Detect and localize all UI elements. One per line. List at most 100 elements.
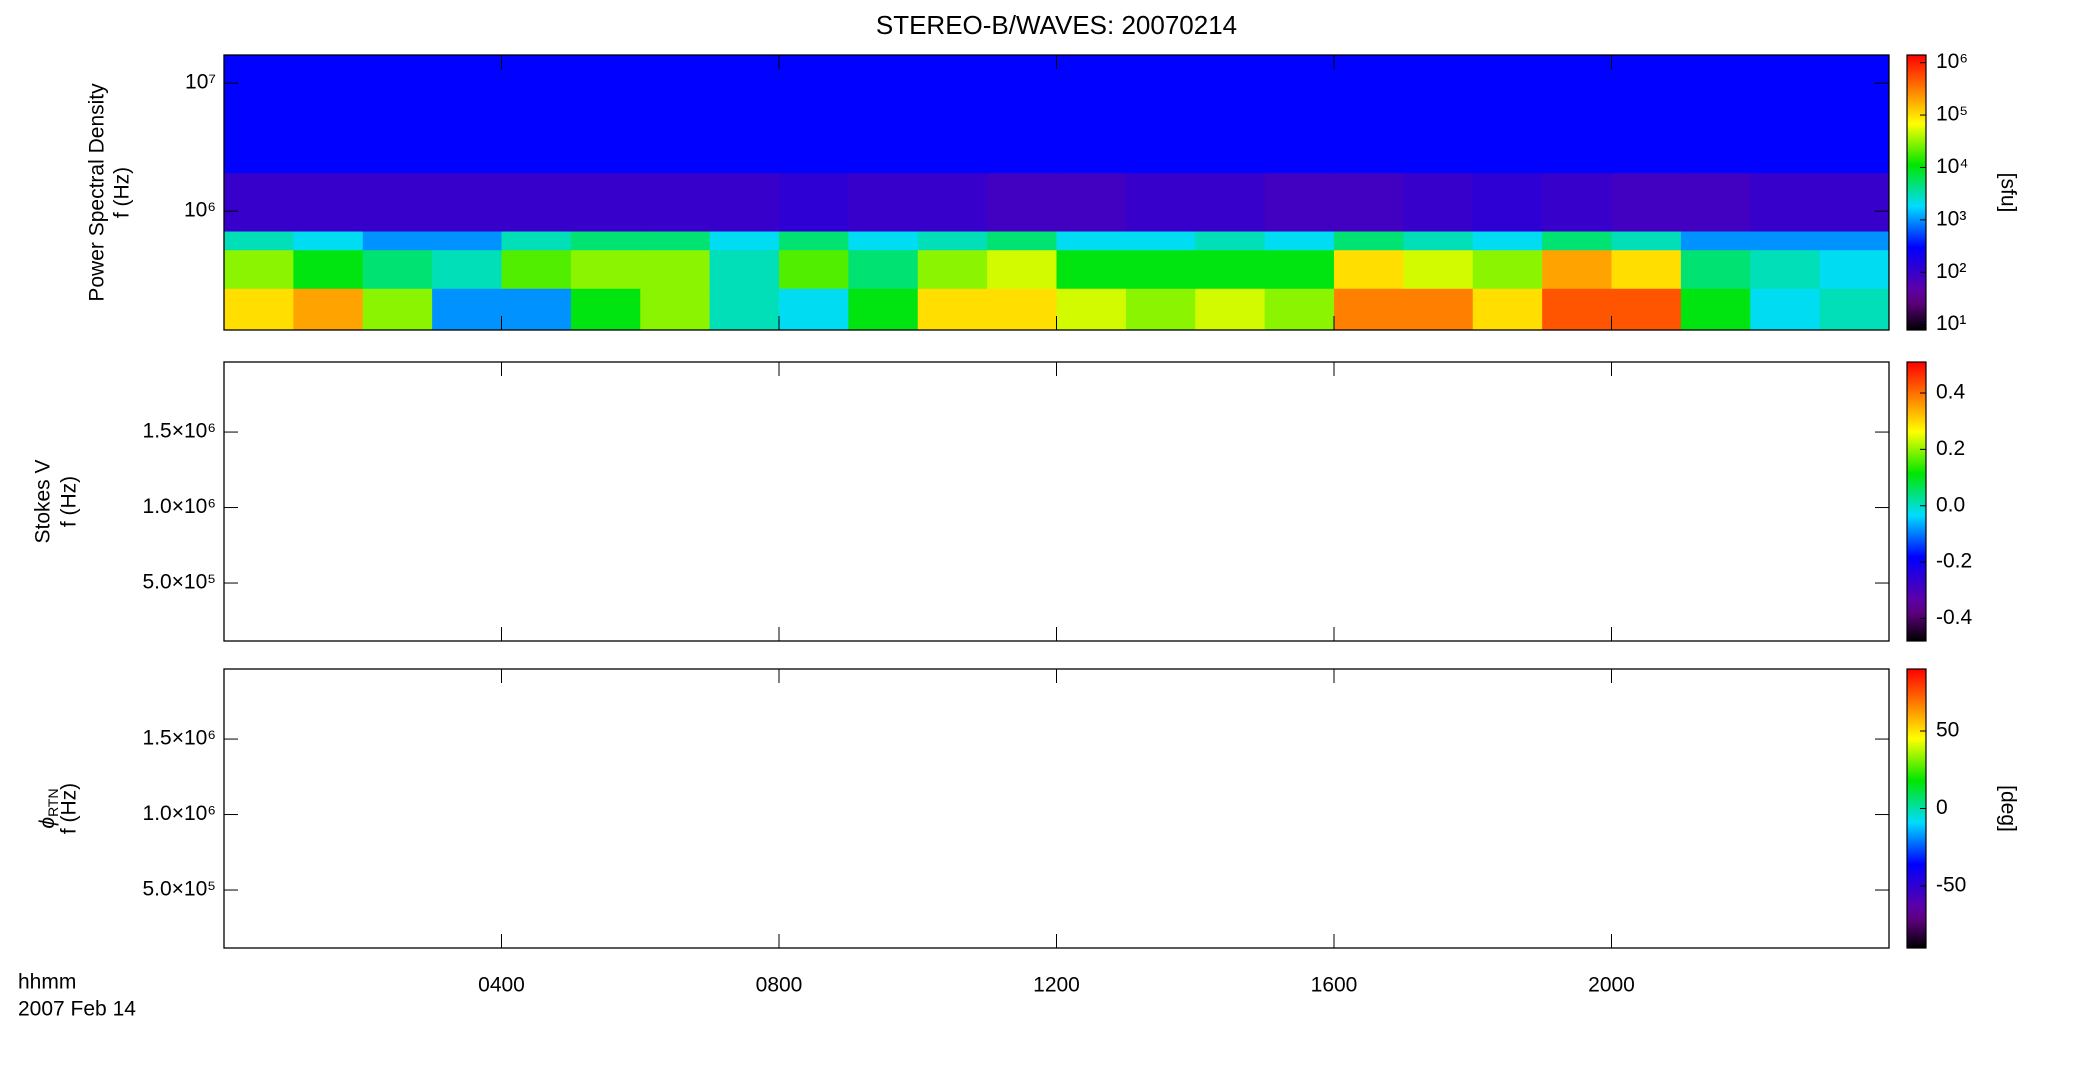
heatmap-cell	[432, 231, 502, 251]
chart-title: STEREO-B/WAVES: 20070214	[876, 10, 1237, 40]
heatmap-cell	[848, 249, 919, 289]
heatmap-cell	[848, 55, 919, 174]
colorbar-tick-label: 10¹	[1936, 312, 1966, 335]
heatmap-cell	[779, 231, 849, 251]
heatmap-cell	[1403, 288, 1474, 331]
heatmap-cell	[987, 172, 1057, 232]
heatmap-cell	[1264, 172, 1335, 232]
heatmap-cell	[1056, 55, 1127, 174]
y-label-subscript: RTN	[45, 788, 61, 817]
heatmap-cell	[501, 288, 572, 331]
colorbar-tick-label: 10⁶	[1936, 50, 1968, 73]
y-tick-label: 10⁷	[185, 71, 216, 94]
heatmap-cell	[987, 55, 1057, 174]
heatmap-cell	[779, 172, 849, 232]
heatmap-cell	[1611, 288, 1682, 331]
heatmap-cell	[293, 55, 364, 174]
heatmap-cell	[1195, 288, 1266, 331]
heatmap-cell	[848, 172, 919, 232]
heatmap-cell	[362, 55, 433, 174]
colorbar-tick-label: 10³	[1936, 207, 1966, 230]
heatmap-cell	[1611, 55, 1682, 174]
heatmap-cell	[987, 231, 1057, 251]
heatmap-cell	[1403, 231, 1474, 251]
heatmap-cell	[570, 231, 641, 251]
heatmap-cell	[640, 231, 711, 251]
y-tick-label: 5.0×10⁵	[142, 571, 216, 594]
colorbar	[1906, 54, 1927, 331]
colorbar-label: [sfu]	[1996, 173, 2019, 213]
heatmap-cell	[640, 55, 711, 174]
heatmap-cell	[1680, 249, 1751, 289]
colorbar-tick-label: 0	[1936, 796, 1948, 819]
heatmap-cell	[1472, 172, 1543, 232]
heatmap-cell	[1680, 172, 1751, 232]
heatmap-cell	[1334, 172, 1404, 232]
x-tick-label: 2000	[1588, 974, 1635, 997]
y-axis-label: f (Hz)	[58, 783, 81, 834]
colorbar-tick-label: -0.4	[1936, 606, 1973, 629]
heatmap-cell	[917, 231, 988, 251]
heatmap-cell	[917, 288, 988, 331]
y-label-symbol: ϕ	[36, 817, 59, 829]
colorbar-tick-label: 10⁵	[1936, 103, 1968, 126]
colorbar-tick-label: -50	[1936, 874, 1966, 897]
heatmap-cell	[1472, 231, 1543, 251]
heatmap-cell	[1334, 288, 1404, 331]
heatmap-cell	[1195, 249, 1266, 289]
heatmap-cell	[640, 249, 711, 289]
heatmap-cell	[1750, 231, 1821, 251]
heatmap-cell	[1542, 231, 1612, 251]
colorbar	[1906, 361, 1927, 642]
heatmap-cell	[1542, 55, 1612, 174]
heatmap-cell	[570, 288, 641, 331]
heatmap-cell	[1264, 231, 1335, 251]
heatmap-cell	[362, 231, 433, 251]
heatmap-cell	[362, 172, 433, 232]
heatmap-cell	[293, 231, 364, 251]
heatmap-cell	[1819, 249, 1890, 289]
x-tick-label: 0800	[756, 974, 803, 997]
colorbar-tick-label: 0.2	[1936, 437, 1965, 460]
heatmap-cell	[917, 249, 988, 289]
heatmap-cell	[1334, 55, 1404, 174]
heatmap-cell	[987, 249, 1057, 289]
heatmap-cell	[1334, 249, 1404, 289]
y-tick-label: 5.0×10⁵	[142, 878, 216, 901]
colorbar-tick-label: -0.2	[1936, 550, 1972, 573]
heatmap-cell	[1611, 249, 1682, 289]
heatmap-cell	[501, 172, 572, 232]
heatmap-cell	[917, 172, 988, 232]
heatmap-cell	[501, 55, 572, 174]
heatmap-cell	[1750, 55, 1821, 174]
heatmap-cell	[362, 288, 433, 331]
heatmap-cell	[501, 231, 572, 251]
heatmap-cell	[709, 172, 780, 232]
heatmap-cell	[1125, 172, 1196, 232]
heatmap-cell	[1195, 231, 1266, 251]
heatmap-cell	[293, 172, 364, 232]
heatmap-cell	[1750, 288, 1821, 331]
y-axis-label: ϕRTN	[36, 788, 61, 828]
heatmap-cell	[1472, 55, 1543, 174]
heatmap-cell	[1264, 249, 1335, 289]
heatmap-cell	[432, 172, 502, 232]
heatmap-cell	[1819, 288, 1890, 331]
colorbar-tick-label: 0.4	[1936, 381, 1966, 404]
date-label: 2007 Feb 14	[18, 998, 136, 1021]
colorbar-label: [deg]	[1996, 785, 2019, 832]
heatmap-cell	[709, 55, 780, 174]
heatmap-cell	[1611, 231, 1682, 251]
heatmap-cell	[1542, 288, 1612, 331]
heatmap-cell	[1680, 231, 1751, 251]
heatmap-cell	[432, 55, 502, 174]
heatmap-cell	[779, 55, 849, 174]
heatmap-cell	[1056, 231, 1127, 251]
heatmap-cell	[570, 172, 641, 232]
heatmap-cell	[570, 55, 641, 174]
heatmap-cell	[1819, 55, 1890, 174]
heatmap-cell	[224, 288, 294, 331]
heatmap-cell	[1819, 172, 1890, 232]
y-axis-label: f (Hz)	[111, 167, 134, 218]
heatmap-cell	[709, 249, 780, 289]
